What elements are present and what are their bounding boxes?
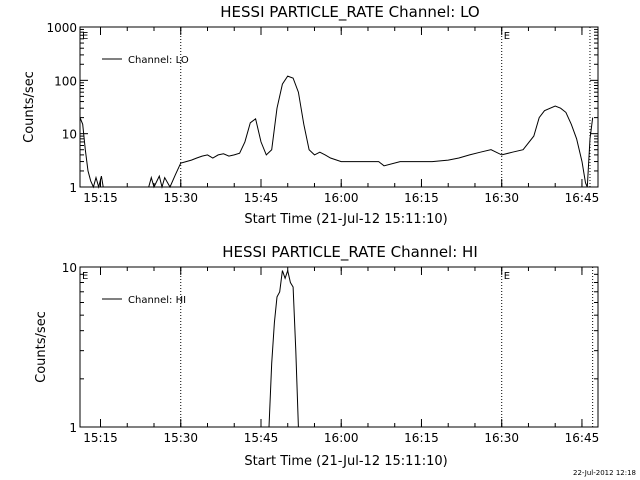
legend-label: Channel: HI: [128, 295, 186, 306]
x-tick-label: 16:45: [565, 191, 600, 205]
y-tick-label: 10: [62, 128, 77, 142]
panel-hi-title: HESSI PARTICLE_RATE Channel: HI: [222, 243, 478, 262]
panel-lo-title: HESSI PARTICLE_RATE Channel: LO: [220, 3, 479, 22]
x-tick-label: 15:30: [163, 191, 198, 205]
x-tick-label: 16:00: [324, 431, 359, 445]
x-tick-label: 16:30: [484, 191, 519, 205]
panel-hi-axes: 15:15 15:30 15:45 16:00 16:15 16:30 16:45 1 10: [62, 261, 600, 445]
panel-lo: HESSI PARTICLE_RATE Channel: LO Counts/s…: [22, 3, 599, 227]
panel-lo-legend: Channel: LO: [102, 55, 189, 66]
y-tick-label: 100: [54, 74, 77, 88]
y-tick-label: 1: [69, 421, 77, 435]
series-line-channel-hi: [268, 268, 299, 428]
panel-hi-xlabel: Start Time (21-Jul-12 15:11:10): [244, 454, 447, 469]
x-tick-label: 16:30: [484, 431, 519, 445]
x-tick-label: 16:15: [404, 431, 439, 445]
event-marker-label: E: [82, 271, 88, 282]
panel-hi-legend: Channel: HI: [102, 295, 186, 306]
panel-lo-axes: 15:15 15:30 15:45 16:00 16:15 16:30 16:45 1 10 10…: [46, 21, 599, 205]
x-tick-label: 15:30: [163, 431, 198, 445]
x-tick-label: 15:45: [244, 431, 279, 445]
panel-lo-ylabel: Counts/sec: [22, 71, 37, 143]
panel-lo-frame: [79, 26, 599, 188]
y-tick-label: 1: [69, 181, 77, 195]
y-tick-label: 10: [62, 261, 77, 275]
panel-hi: HESSI PARTICLE_RATE Channel: HI Counts/s…: [34, 243, 599, 469]
legend-label: Channel: LO: [128, 55, 189, 66]
x-tick-label: 16:00: [324, 191, 359, 205]
panel-hi-ylabel: Counts/sec: [34, 311, 49, 383]
x-tick-label: 15:45: [244, 191, 279, 205]
panel-hi-frame: [79, 266, 599, 428]
y-tick-label: 1000: [46, 21, 77, 35]
x-tick-label: 16:15: [404, 191, 439, 205]
x-tick-label: 15:15: [83, 191, 118, 205]
series-line-channel-lo: [79, 75, 594, 189]
event-marker-label: E: [504, 31, 510, 42]
event-marker-label: E: [504, 271, 510, 282]
x-tick-label: 15:15: [83, 431, 118, 445]
footer-date: 22-Jul-2012 12:18: [573, 469, 636, 477]
x-tick-label: 16:45: [565, 431, 600, 445]
panel-lo-xlabel: Start Time (21-Jul-12 15:11:10): [244, 212, 447, 227]
event-marker-label: E: [82, 31, 88, 42]
